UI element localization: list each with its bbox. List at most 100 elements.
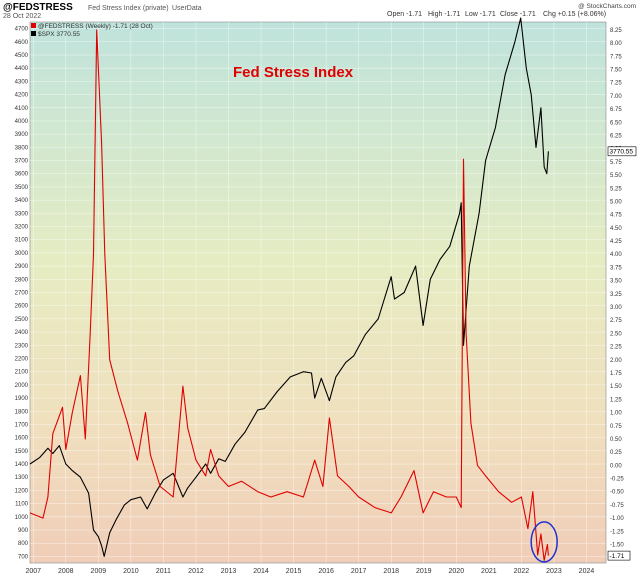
grid-lines	[30, 22, 606, 563]
right-tick-label: 5.25	[610, 186, 622, 192]
x-tick-label: 2011	[156, 568, 171, 575]
last-value-spx: 3770.55	[610, 149, 634, 156]
left-tick-label: 4100	[15, 106, 29, 112]
header-open: Open -1.71	[387, 11, 422, 18]
header-change: Chg +0.15 (+8.06%)	[543, 11, 606, 18]
right-tick-label: 0.75	[610, 424, 622, 430]
left-tick-label: 2600	[15, 304, 29, 310]
left-tick-label: 800	[18, 541, 29, 547]
header-close: Close -1.71	[500, 11, 536, 18]
left-tick-label: 3900	[15, 132, 29, 138]
fedstress-series-line	[29, 29, 549, 561]
x-tick-label: 2009	[91, 568, 107, 575]
right-tick-label: 8.25	[610, 28, 622, 34]
right-tick-label: 2.50	[610, 331, 622, 337]
x-tick-label: 2016	[318, 568, 334, 575]
legend: @FEDSTRESS (Weekly) -1.71 (28 Oct) $SPX …	[31, 23, 153, 38]
left-tick-label: 2900	[15, 264, 29, 270]
right-tick-label: 4.25	[610, 239, 622, 245]
left-tick-label: 1800	[15, 409, 29, 415]
right-tick-label: 7.50	[610, 68, 622, 74]
left-tick-label: 4200	[15, 93, 29, 99]
left-tick-label: 2300	[15, 343, 29, 349]
right-tick-label: 1.00	[610, 411, 622, 417]
left-tick-label: 2200	[15, 356, 29, 362]
x-tick-label: 2007	[25, 568, 41, 575]
right-tick-label: 1.75	[610, 371, 622, 377]
left-tick-label: 3300	[15, 211, 29, 217]
left-tick-label: 1400	[15, 462, 29, 468]
left-tick-label: 4300	[15, 79, 29, 85]
right-axis: -1.75-1.50-1.25-1.00-0.75-0.50-0.250.000…	[610, 28, 624, 562]
left-tick-label: 4600	[15, 40, 29, 46]
right-tick-label: 5.00	[610, 199, 622, 205]
left-tick-label: 3000	[15, 251, 29, 257]
right-tick-label: 1.25	[610, 397, 622, 403]
chart-annotation: Fed Stress Index	[233, 64, 354, 81]
right-tick-label: 8.00	[610, 41, 622, 47]
right-tick-label: -1.00	[610, 516, 624, 522]
left-tick-label: 1500	[15, 449, 29, 455]
right-tick-label: 0.00	[610, 463, 622, 469]
right-tick-label: 3.75	[610, 265, 622, 271]
x-tick-label: 2015	[286, 568, 302, 575]
left-tick-label: 1700	[15, 422, 29, 428]
left-tick-label: 2000	[15, 383, 29, 389]
x-tick-label: 2012	[188, 568, 204, 575]
right-tick-label: 0.50	[610, 437, 622, 443]
x-tick-label: 2022	[514, 568, 530, 575]
series-layer	[29, 17, 549, 561]
right-tick-label: -1.50	[610, 543, 624, 549]
x-tick-label: 2024	[579, 568, 595, 575]
header-symbol: @FEDSTRESS	[3, 2, 73, 13]
left-tick-label: 1900	[15, 396, 29, 402]
x-tick-label: 2014	[253, 568, 269, 575]
left-tick-label: 2500	[15, 317, 29, 323]
x-tick-label: 2019	[416, 568, 432, 575]
right-tick-label: 5.50	[610, 173, 622, 179]
left-tick-label: 3400	[15, 198, 29, 204]
right-tick-label: 4.50	[610, 226, 622, 232]
spx-series-line	[29, 17, 549, 557]
header-date: 28 Oct 2022	[3, 13, 41, 20]
right-tick-label: 0.25	[610, 450, 622, 456]
left-tick-label: 2700	[15, 291, 29, 297]
right-tick-label: 7.75	[610, 54, 622, 60]
left-tick-label: 1200	[15, 488, 29, 494]
x-tick-label: 2020	[449, 568, 465, 575]
left-tick-label: 4400	[15, 66, 29, 72]
x-tick-label: 2017	[351, 568, 367, 575]
right-tick-label: 3.25	[610, 292, 622, 298]
left-axis: 700 800 900 1000 1100 1200 1300 1400 1500 1600 170…	[15, 27, 29, 561]
right-tick-label: -0.75	[610, 503, 624, 509]
legend-fedstress: @FEDSTRESS (Weekly) -1.71 (28 Oct)	[38, 23, 153, 30]
right-tick-label: 2.75	[610, 318, 622, 324]
right-tick-label: 1.50	[610, 384, 622, 390]
header-high: High -1.71	[428, 11, 460, 18]
left-tick-label: 4000	[15, 119, 29, 125]
right-tick-label: 6.25	[610, 133, 622, 139]
right-tick-label: 5.75	[610, 160, 622, 166]
last-value-spx-box: 3770.55	[607, 146, 637, 157]
last-value-fedstress: -1.71	[610, 553, 625, 560]
left-tick-label: 1000	[15, 515, 29, 521]
left-tick-label: 3200	[15, 225, 29, 231]
right-tick-label: -0.50	[610, 490, 624, 496]
left-tick-label: 700	[18, 554, 29, 560]
left-tick-label: 1600	[15, 436, 29, 442]
left-tick-label: 1100	[15, 502, 29, 508]
left-tick-label: 2400	[15, 330, 29, 336]
right-tick-label: 4.00	[610, 252, 622, 258]
x-tick-label: 2013	[221, 568, 237, 575]
left-tick-label: 3800	[15, 145, 29, 151]
left-tick-label: 4500	[15, 53, 29, 59]
last-value-fedstress-box: -1.71	[607, 550, 631, 561]
left-tick-label: 3500	[15, 185, 29, 191]
left-tick-label: 3600	[15, 172, 29, 178]
x-tick-label: 2023	[546, 568, 562, 575]
right-tick-label: 4.75	[610, 213, 622, 219]
stockcharts-credit: @ StockCharts.com	[578, 3, 636, 10]
right-tick-label: -0.25	[610, 477, 624, 483]
x-tick-label: 2018	[383, 568, 399, 575]
